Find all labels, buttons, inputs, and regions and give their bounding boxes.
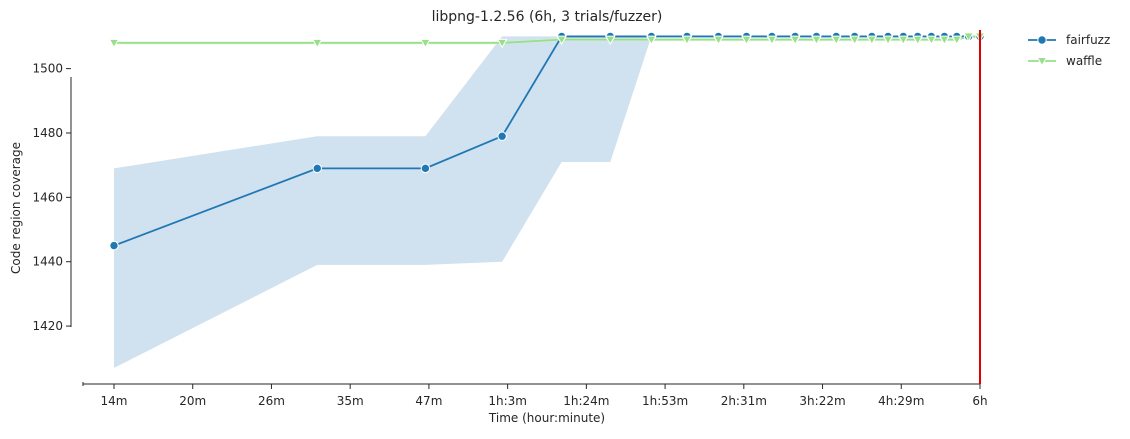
x-tick-label: 26m [258, 394, 285, 408]
fairfuzz-point [497, 131, 507, 141]
y-ticks: 1420 1440 1460 1480 1500 [32, 62, 71, 333]
x-tick-label: 1h:3m [488, 394, 527, 408]
waffle-legend-marker [1036, 57, 1048, 67]
waffle-point [897, 35, 909, 46]
x-tick-label: 1h:53m [642, 394, 688, 408]
fairfuzz-legend-label: fairfuzz [1066, 33, 1110, 47]
waffle-point [939, 35, 950, 46]
waffle-point [926, 35, 937, 46]
fairfuzz-point [109, 240, 119, 251]
fairfuzz-point [420, 163, 431, 174]
x-tick-label: 2h:31m [721, 394, 767, 408]
waffle-point [912, 35, 924, 46]
waffle-point [963, 32, 975, 42]
waffle-point [681, 35, 693, 46]
confidence-bands [114, 34, 980, 368]
waffle-point [882, 35, 894, 46]
waffle-point [646, 35, 657, 46]
waffle-point [766, 35, 778, 46]
y-tick-label: 1500 [32, 62, 63, 76]
waffle-point [108, 38, 120, 49]
waffle-point [496, 38, 508, 49]
waffle-point [866, 35, 878, 46]
waffle-point [556, 35, 567, 46]
y-tick-label: 1480 [32, 126, 63, 140]
waffle-legend-label: waffle [1066, 54, 1102, 68]
waffle-point [311, 38, 323, 49]
legend: fairfuzz waffle [1028, 33, 1110, 68]
x-ticks: 14m 20m 26m 35m 47m 1h:3m 1h:24m 1h:53m 2h:31m 3h… [101, 384, 988, 408]
x-tick-label: 4h:29m [878, 394, 924, 408]
waffle-point [420, 38, 431, 49]
waffle-point [604, 35, 616, 46]
x-axis-label: Time (hour:minute) [488, 411, 605, 425]
fairfuzz-legend-marker [1037, 35, 1047, 45]
x-tick-label: 20m [179, 394, 206, 408]
fairfuzz-confidence-band [114, 36, 980, 368]
waffle-point [830, 35, 842, 46]
y-tick-label: 1420 [32, 319, 63, 333]
x-tick-label: 3h:22m [799, 394, 845, 408]
x-tick-label: 6h [972, 394, 987, 408]
waffle-point [849, 35, 861, 46]
fairfuzz-point [312, 163, 322, 174]
waffle-point [789, 35, 801, 46]
waffle-point [713, 35, 724, 46]
waffle-point [811, 35, 822, 46]
axes [70, 77, 980, 386]
x-tick-label: 1h:24m [563, 394, 609, 408]
chart-title: libpng-1.2.56 (6h, 3 trials/fuzzer) [432, 9, 663, 25]
y-tick-label: 1440 [32, 255, 63, 269]
x-tick-label: 35m [337, 394, 364, 408]
waffle-point [951, 35, 963, 46]
y-axis-label: Code region coverage [9, 142, 23, 274]
x-tick-label: 14m [101, 394, 128, 408]
y-tick-label: 1460 [32, 190, 63, 204]
x-tick-label: 47m [415, 394, 442, 408]
waffle-point [741, 35, 752, 46]
